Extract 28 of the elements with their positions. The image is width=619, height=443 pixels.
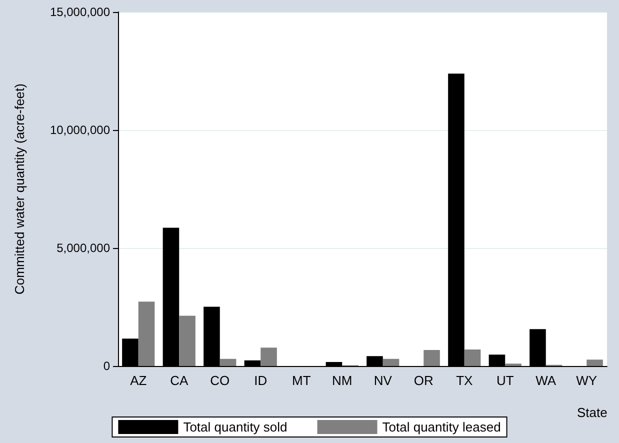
x-tick-label: MT (292, 373, 311, 388)
x-tick-label: WY (576, 373, 598, 388)
x-tick-label: AZ (130, 373, 147, 388)
bar (464, 349, 481, 366)
y-axis-title: Committed water quantity (acre-feet) (12, 84, 27, 294)
x-tick-label: NV (374, 373, 392, 388)
y-tick-label: 5,000,000 (56, 241, 110, 255)
bar (220, 358, 236, 366)
x-tick-label: ID (254, 373, 268, 388)
x-tick-label: CO (210, 373, 230, 388)
y-tick-label: 10,000,000 (50, 123, 110, 137)
x-tick-label: NM (332, 373, 352, 388)
bar (138, 302, 155, 366)
bar (260, 348, 277, 366)
y-tick-label: 0 (103, 359, 110, 373)
y-tick-label: 15,000,000 (50, 5, 110, 19)
x-axis-title: State (577, 405, 608, 420)
bar (586, 360, 603, 366)
x-tick-label: WA (536, 373, 556, 388)
bar (382, 358, 400, 366)
x-tick-label: UT (496, 373, 514, 388)
x-tick-label: CA (170, 373, 188, 388)
legend-label: Total quantity leased (382, 420, 501, 434)
x-tick-label: TX (456, 373, 474, 388)
legend-label: Total quantity sold (183, 420, 288, 434)
bar (179, 316, 196, 366)
x-tick-label: OR (414, 373, 434, 388)
bar (424, 350, 440, 366)
